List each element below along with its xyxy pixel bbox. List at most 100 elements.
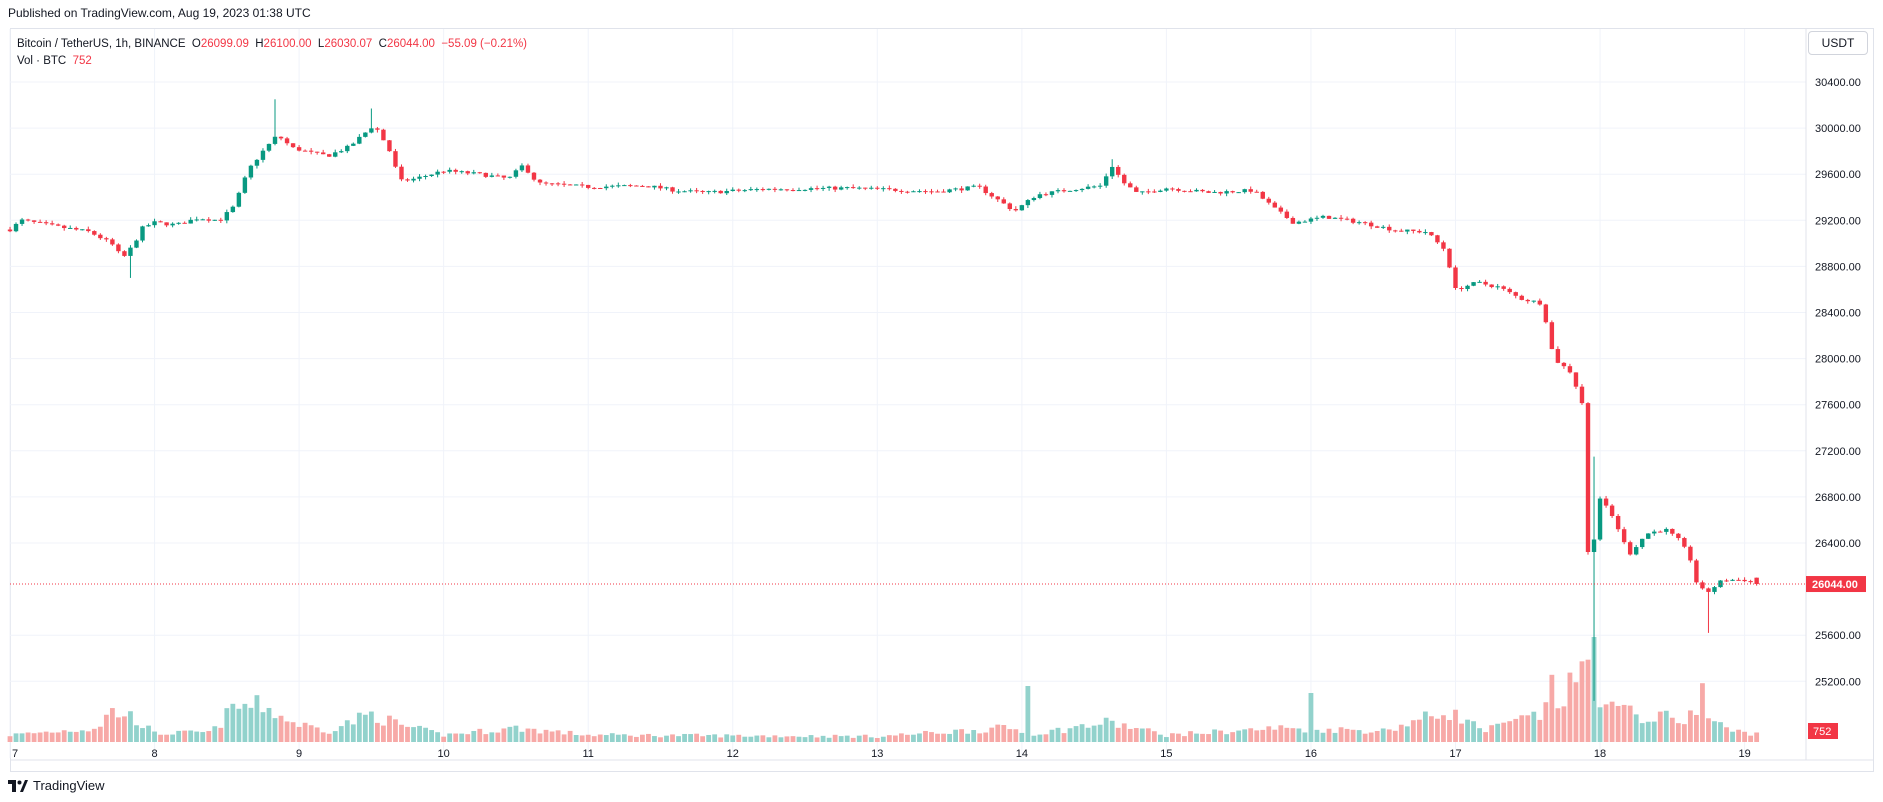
volume-bar	[109, 708, 115, 742]
last-price-badge	[1806, 576, 1866, 593]
volume-bar	[1103, 717, 1109, 742]
volume-bar	[579, 735, 585, 742]
volume-bar	[603, 735, 609, 742]
volume-bar	[1145, 728, 1151, 742]
candle-body	[296, 147, 302, 151]
candle-body	[1573, 372, 1579, 387]
candle-body	[851, 187, 856, 189]
published-caption: Published on TradingView.com, Aug 19, 20…	[8, 6, 311, 20]
candle-body	[164, 222, 169, 226]
currency-button[interactable]: USDT	[1808, 31, 1868, 55]
candle-body	[447, 169, 452, 172]
candle-body	[1652, 531, 1657, 534]
candle-body	[610, 185, 615, 187]
candle-body	[339, 151, 344, 153]
volume-bar	[152, 731, 157, 742]
candle-body	[971, 185, 976, 187]
volume-bar	[808, 735, 814, 742]
volume-bar	[43, 731, 49, 742]
volume-bar	[224, 708, 230, 742]
candle-body	[893, 188, 898, 191]
candle-body	[80, 229, 85, 231]
candle-body	[628, 185, 633, 187]
candle-body	[477, 172, 482, 174]
volume-bar	[1694, 714, 1699, 742]
candle-body	[134, 240, 139, 248]
volume-bar	[1687, 710, 1693, 742]
volume-bar	[134, 725, 139, 742]
candle-body	[1682, 538, 1687, 547]
candle-body	[290, 143, 296, 148]
volume-bar	[1091, 725, 1097, 742]
volume-bar	[1754, 732, 1760, 742]
candle-body	[1037, 194, 1043, 199]
candle-body	[43, 222, 49, 224]
candle-body	[411, 178, 416, 181]
volume-bar	[1441, 715, 1446, 742]
volume-bar	[1374, 731, 1380, 742]
x-tick-label: 11	[582, 748, 593, 760]
candle-body	[561, 183, 567, 185]
candle-body	[634, 185, 639, 187]
volume-bar	[1200, 733, 1205, 742]
candle-body	[25, 219, 31, 221]
x-tick-label: 18	[1594, 748, 1606, 760]
volume-bar	[1681, 724, 1687, 742]
volume-bar	[284, 721, 290, 742]
volume-bar	[892, 735, 898, 742]
volume-bar	[387, 715, 392, 742]
legend-open-label: O	[191, 38, 201, 50]
volume-bar	[1133, 728, 1139, 742]
candle-body	[363, 132, 368, 137]
volume-bar	[73, 731, 79, 742]
volume-bar	[1254, 730, 1260, 742]
volume-bar	[609, 733, 615, 742]
candle-body	[1368, 222, 1374, 227]
volume-bar	[1555, 708, 1561, 742]
candle-body	[248, 165, 254, 178]
y-tick-label: 30000.00	[1815, 123, 1861, 135]
candle-body	[748, 189, 754, 191]
volume-bar	[519, 731, 525, 742]
candle-body	[489, 175, 495, 177]
volume-bar	[929, 732, 934, 742]
volume-bar	[25, 732, 31, 742]
candle-body	[158, 221, 163, 223]
volume-bar	[1055, 727, 1061, 742]
volume-bar	[688, 734, 693, 742]
legend-change: −55.09 (−0.21%)	[441, 38, 528, 50]
x-tick-label: 7	[12, 748, 18, 760]
volume-bar	[501, 728, 507, 742]
candle-body	[911, 191, 916, 193]
candle-body	[754, 189, 760, 191]
volume-bar	[724, 734, 730, 742]
tradingview-logo[interactable]: TradingView	[8, 778, 105, 793]
volume-bar	[405, 726, 410, 742]
volume-bar	[844, 735, 850, 742]
price-axis: 30400.00 30000.00 29600.00 29200.00 28800.00…	[1815, 77, 1861, 688]
volume-bar	[886, 735, 892, 742]
candle-body	[646, 186, 651, 188]
volume-bar	[965, 733, 971, 742]
volume-bar	[995, 724, 1001, 742]
candle-body	[1495, 286, 1500, 288]
candle-body	[254, 159, 260, 166]
volume-bar	[1627, 705, 1633, 742]
candle-body	[1248, 189, 1253, 192]
volume-bar	[1079, 724, 1085, 742]
candle-body	[1085, 186, 1091, 189]
volume-bar	[1561, 706, 1567, 742]
candle-body	[869, 187, 874, 189]
volume-bar	[67, 731, 73, 742]
volume-bar	[1067, 728, 1073, 742]
volume-bar	[314, 727, 320, 742]
volume-bar	[676, 736, 681, 742]
volume-bar	[1579, 661, 1585, 742]
candle-body	[7, 229, 13, 232]
volume-bar	[597, 734, 603, 742]
volume-bar	[1236, 730, 1242, 742]
volume-bar	[694, 733, 700, 742]
candle-body	[1206, 191, 1211, 193]
volume-bar	[1151, 731, 1157, 742]
